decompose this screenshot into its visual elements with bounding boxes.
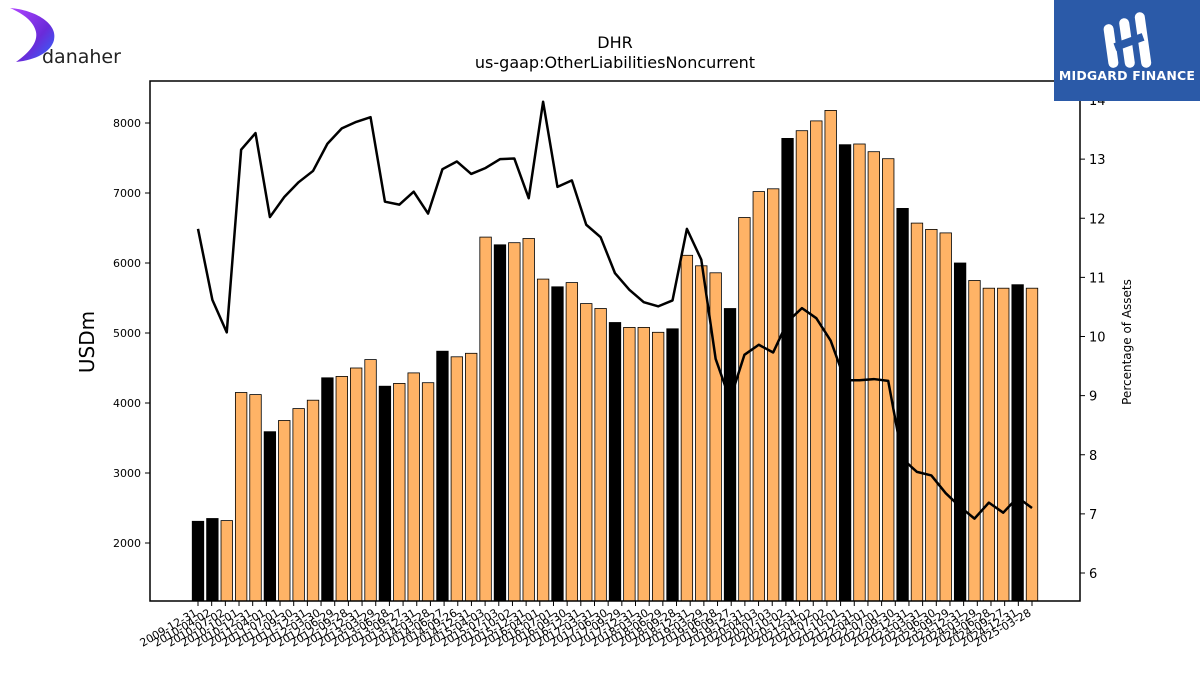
bar-2018-03-30 bbox=[666, 328, 679, 602]
bar-2014-12-31 bbox=[479, 236, 492, 602]
bar-2010-10-01 bbox=[234, 392, 248, 602]
y2-tick-label: 9 bbox=[1089, 390, 1097, 405]
bar-2017-12-31 bbox=[651, 331, 665, 602]
bar-2014-03-28 bbox=[436, 350, 449, 602]
bar-2018-09-28 bbox=[695, 265, 708, 602]
bar-2019-03-29 bbox=[723, 308, 737, 602]
danaher-logo: danaher bbox=[6, 6, 126, 70]
bar-2016-09-30 bbox=[580, 303, 593, 602]
bar-2021-04-02 bbox=[838, 144, 852, 602]
bar-2010-07-02 bbox=[220, 520, 233, 602]
bar-2013-06-28 bbox=[393, 382, 406, 602]
bar-2024-03-29 bbox=[1011, 284, 1024, 602]
danaher-logo-text: danaher bbox=[42, 46, 121, 68]
y2-tick-label: 7 bbox=[1089, 508, 1097, 523]
bar-2023-03-31 bbox=[953, 262, 967, 602]
y-axis-label: USDm bbox=[75, 311, 99, 373]
bar-2011-09-30 bbox=[292, 408, 305, 602]
bar-2020-07-03 bbox=[795, 130, 809, 602]
bar-2015-04-03 bbox=[493, 244, 507, 602]
bar-2011-07-01 bbox=[278, 420, 291, 602]
bar-2022-04-01 bbox=[896, 207, 909, 602]
bar-2016-04-01 bbox=[551, 286, 564, 602]
bar-2015-10-02 bbox=[522, 238, 535, 602]
bar-2019-06-28 bbox=[738, 217, 751, 602]
bar-2023-06-30 bbox=[968, 280, 981, 602]
bar-2017-09-29 bbox=[637, 326, 650, 602]
bar-2012-03-30 bbox=[321, 377, 334, 602]
bar-2020-04-03 bbox=[781, 137, 794, 602]
y-tick-label: 5000 bbox=[113, 327, 141, 340]
bar-2012-09-28 bbox=[350, 367, 363, 602]
y-tick-label: 2000 bbox=[113, 537, 141, 550]
chart-title: DHR bbox=[597, 33, 632, 52]
bar-2022-09-30 bbox=[925, 228, 938, 602]
bar-2018-06-29 bbox=[680, 254, 694, 602]
y-tick-label: 4000 bbox=[113, 397, 141, 410]
bar-2021-07-02 bbox=[853, 143, 866, 602]
bar-2020-10-02 bbox=[810, 120, 823, 602]
bar-2014-09-26 bbox=[465, 352, 478, 602]
bar-2009-12-31 bbox=[191, 520, 205, 602]
bar-2013-09-27 bbox=[407, 372, 420, 602]
bar-2010-04-02 bbox=[206, 518, 219, 602]
bar-2011-12-31 bbox=[306, 399, 320, 602]
bar-2024-06-28 bbox=[1025, 287, 1039, 602]
bar-2016-07-01 bbox=[565, 282, 579, 602]
bar-2023-12-31 bbox=[997, 287, 1010, 602]
y2-axis-label: Percentage of Assets bbox=[1120, 279, 1134, 405]
danaher-logo-mark bbox=[10, 8, 55, 62]
y2-tick-label: 8 bbox=[1089, 449, 1097, 464]
bar-2012-12-31 bbox=[364, 359, 377, 602]
bar-2017-03-31 bbox=[608, 322, 622, 602]
bar-2022-12-31 bbox=[939, 232, 952, 602]
bar-2018-12-31 bbox=[709, 272, 722, 602]
midgard-logo-text: MIDGARD FINANCE bbox=[1058, 68, 1196, 83]
bar-2013-12-31 bbox=[421, 382, 435, 602]
bar-2012-06-29 bbox=[335, 375, 348, 602]
y2-tick-label: 12 bbox=[1089, 212, 1106, 227]
bar-2014-06-27 bbox=[450, 356, 463, 602]
y-tick-label: 6000 bbox=[113, 257, 141, 270]
y2-tick-label: 10 bbox=[1089, 331, 1106, 346]
bar-2021-10-01 bbox=[867, 151, 880, 602]
bar-2019-12-31 bbox=[767, 188, 780, 602]
y-axis: 2000 3000 4000 5000 6000 7000 8000 bbox=[113, 117, 150, 550]
plot-frame bbox=[149, 80, 1081, 602]
bar-2020-12-31 bbox=[824, 110, 837, 602]
x-axis: 2009-12-312010-04-022010-07-022010-10-01… bbox=[138, 601, 1034, 650]
bar-2016-12-31 bbox=[594, 308, 607, 602]
bar-2019-09-27 bbox=[752, 191, 765, 602]
y2-tick-label: 11 bbox=[1089, 271, 1106, 286]
bar-2015-12-31 bbox=[536, 278, 550, 602]
y2-tick-label: 6 bbox=[1089, 567, 1097, 582]
percentage-line bbox=[196, 100, 1033, 520]
bar-2022-07-01 bbox=[910, 222, 924, 602]
bar-2015-07-03 bbox=[508, 242, 521, 602]
bar-2010-12-31 bbox=[249, 394, 262, 602]
midgard-finance-watermark: MIDGARD FINANCE bbox=[1054, 0, 1200, 101]
y-tick-label: 8000 bbox=[113, 117, 141, 130]
y-tick-label: 7000 bbox=[113, 187, 141, 200]
y-tick-label: 3000 bbox=[113, 467, 141, 480]
bar-2023-09-29 bbox=[982, 287, 996, 602]
bar-group bbox=[191, 110, 1039, 602]
bar-2011-04-01 bbox=[263, 431, 277, 602]
y2-tick-label: 13 bbox=[1089, 153, 1106, 168]
bar-2013-03-29 bbox=[378, 385, 392, 602]
chart-subtitle: us-gaap:OtherLiabilitiesNoncurrent bbox=[475, 53, 755, 72]
midgard-logo-icon bbox=[1103, 12, 1152, 68]
bar-2017-06-30 bbox=[623, 326, 636, 602]
